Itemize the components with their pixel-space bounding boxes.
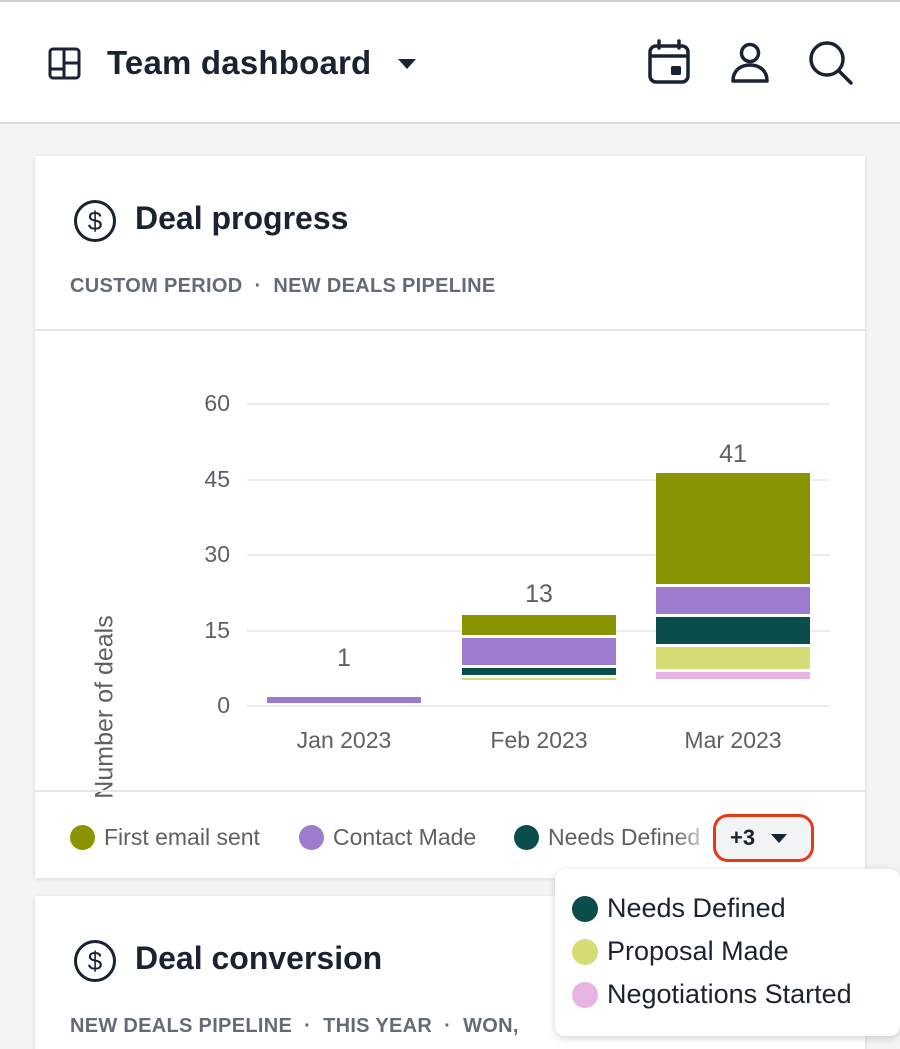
user-icon[interactable] — [726, 38, 774, 86]
card-header: $ Deal progress CUSTOM PERIOD · NEW DEALS … — [35, 156, 865, 331]
search-icon[interactable] — [806, 38, 854, 86]
legend-dot-icon — [299, 825, 324, 850]
bar-mar-2023[interactable] — [656, 473, 810, 679]
segment-negotiations-started[interactable] — [656, 672, 810, 679]
legend-item-first-email-sent[interactable]: First email sent — [70, 824, 260, 851]
x-tick: Jan 2023 — [296, 727, 392, 753]
popover-item-negotiations-started[interactable]: Negotiations Started — [572, 979, 852, 1010]
calendar-icon[interactable] — [645, 38, 693, 86]
y-tick: 0 — [217, 692, 230, 718]
legend-dot-icon — [572, 981, 598, 1008]
card-title: Deal progress — [135, 200, 349, 236]
deal-progress-card: $ Deal progress CUSTOM PERIOD · NEW DEALS … — [35, 156, 865, 878]
segment-first-email-sent[interactable] — [462, 615, 616, 635]
legend-dot-icon — [572, 938, 598, 965]
y-tick: 60 — [204, 390, 230, 416]
gridline — [247, 479, 830, 481]
caret-down-icon[interactable] — [398, 59, 416, 69]
legend-fade — [675, 812, 715, 862]
top-bar: Team dashboard — [0, 0, 900, 124]
legend-dot-icon — [70, 825, 95, 850]
popover-item-proposal-made[interactable]: Proposal Made — [572, 936, 789, 967]
bar-total-label: 1 — [337, 644, 351, 672]
legend-item-contact-made[interactable]: Contact Made — [299, 824, 476, 851]
popover-item-needs-defined[interactable]: Needs Defined — [572, 893, 786, 924]
segment-first-email-sent[interactable] — [656, 473, 810, 584]
legend-more-button[interactable]: +3 — [713, 814, 814, 862]
dashboard-layout-icon — [48, 47, 81, 80]
card-subtitle: NEW DEALS PIPELINE · THIS YEAR · WON, — [70, 1015, 519, 1037]
x-tick: Feb 2023 — [490, 727, 588, 753]
dollar-circle-icon: $ — [74, 200, 116, 242]
svg-text:$: $ — [88, 206, 103, 236]
period-label: CUSTOM PERIOD — [70, 275, 243, 297]
y-axis-label: Number of deals — [90, 615, 119, 799]
dollar-circle-icon: $ — [74, 940, 116, 982]
y-tick: 30 — [204, 541, 230, 567]
segment-needs-defined[interactable] — [462, 668, 616, 675]
segment-proposal-made[interactable] — [656, 647, 810, 669]
y-tick: 15 — [204, 617, 230, 643]
bar-jan-2023[interactable] — [267, 697, 421, 703]
bar-total-label: 41 — [719, 440, 747, 468]
pipeline-label: NEW DEALS PIPELINE — [273, 275, 496, 297]
x-tick: Mar 2023 — [684, 727, 782, 753]
stacked-bar-chart: Number of deals 60 45 30 15 0 1 13 41 — [35, 333, 865, 799]
segment-needs-defined[interactable] — [656, 617, 810, 644]
segment-contact-made[interactable] — [462, 638, 616, 665]
card-subtitle: CUSTOM PERIOD · NEW DEALS PIPELINE — [70, 275, 496, 297]
card-title: Deal conversion — [135, 940, 383, 976]
segment-contact-made[interactable] — [656, 587, 810, 614]
segment-contact-made[interactable] — [267, 697, 421, 703]
legend-overflow-popover: Needs Defined Proposal Made Negotiations… — [555, 869, 900, 1036]
svg-text:$: $ — [88, 946, 103, 976]
gridline — [247, 705, 830, 707]
legend-dot-icon — [514, 825, 539, 850]
chart-legend: First email sent Contact Made Needs Defi… — [35, 790, 865, 878]
gridline — [247, 554, 830, 556]
dashboard-title[interactable]: Team dashboard — [107, 44, 372, 81]
caret-down-icon — [771, 833, 788, 843]
legend-item-needs-defined[interactable]: Needs Defined — [514, 824, 714, 851]
bar-feb-2023[interactable] — [462, 615, 616, 680]
bar-total-label: 13 — [525, 580, 553, 608]
legend-dot-icon — [572, 895, 598, 922]
y-tick: 45 — [204, 466, 230, 492]
gridline — [247, 403, 830, 405]
segment-proposal-made[interactable] — [462, 678, 616, 680]
